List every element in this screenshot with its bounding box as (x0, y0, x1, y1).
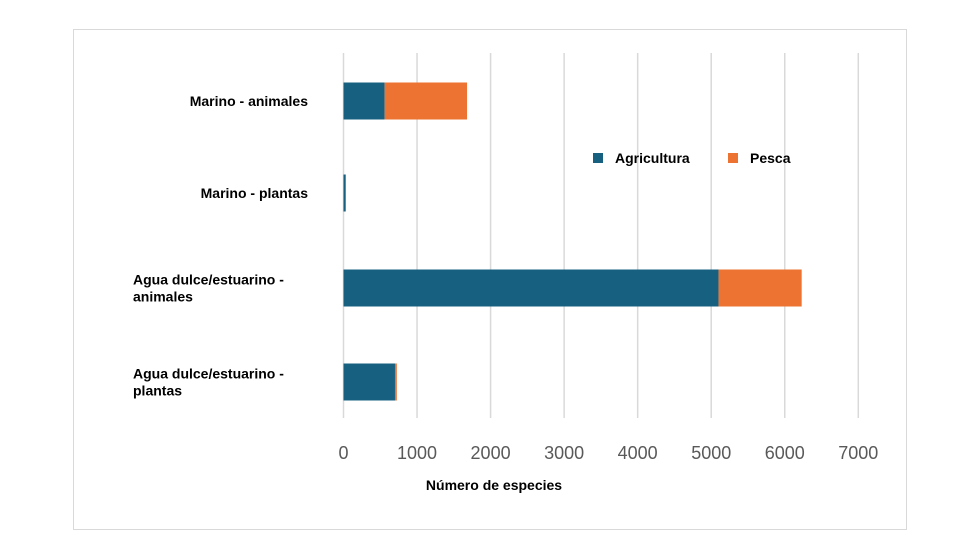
bar-agricultura (343, 363, 395, 401)
x-tick-label: 0 (338, 443, 348, 463)
chart-frame (73, 29, 907, 530)
bar-pesca (718, 269, 802, 307)
x-tick-label: 3000 (544, 443, 584, 463)
category-label: plantas (133, 383, 182, 399)
x-tick-label: 7000 (838, 443, 878, 463)
category-label: Agua dulce/estuarino - (133, 272, 284, 288)
bar-agricultura (343, 174, 346, 212)
bar-agricultura (343, 269, 719, 307)
bar-pesca (384, 82, 468, 120)
category-label: animales (133, 289, 193, 305)
x-tick-label: 6000 (765, 443, 805, 463)
legend-label: Pesca (750, 150, 791, 166)
category-label: Marino - animales (190, 93, 308, 109)
category-label: Marino - plantas (201, 185, 309, 201)
bar-pesca (394, 363, 397, 401)
legend-swatch (593, 153, 603, 163)
legend-swatch (728, 153, 738, 163)
bar-agricultura (343, 82, 385, 120)
legend-label: Agricultura (615, 150, 690, 166)
x-axis-title: Número de especies (426, 477, 562, 493)
x-tick-label: 2000 (471, 443, 511, 463)
x-tick-label: 4000 (618, 443, 658, 463)
category-label: Agua dulce/estuarino - (133, 366, 284, 382)
x-tick-label: 5000 (691, 443, 731, 463)
x-tick-label: 1000 (397, 443, 437, 463)
